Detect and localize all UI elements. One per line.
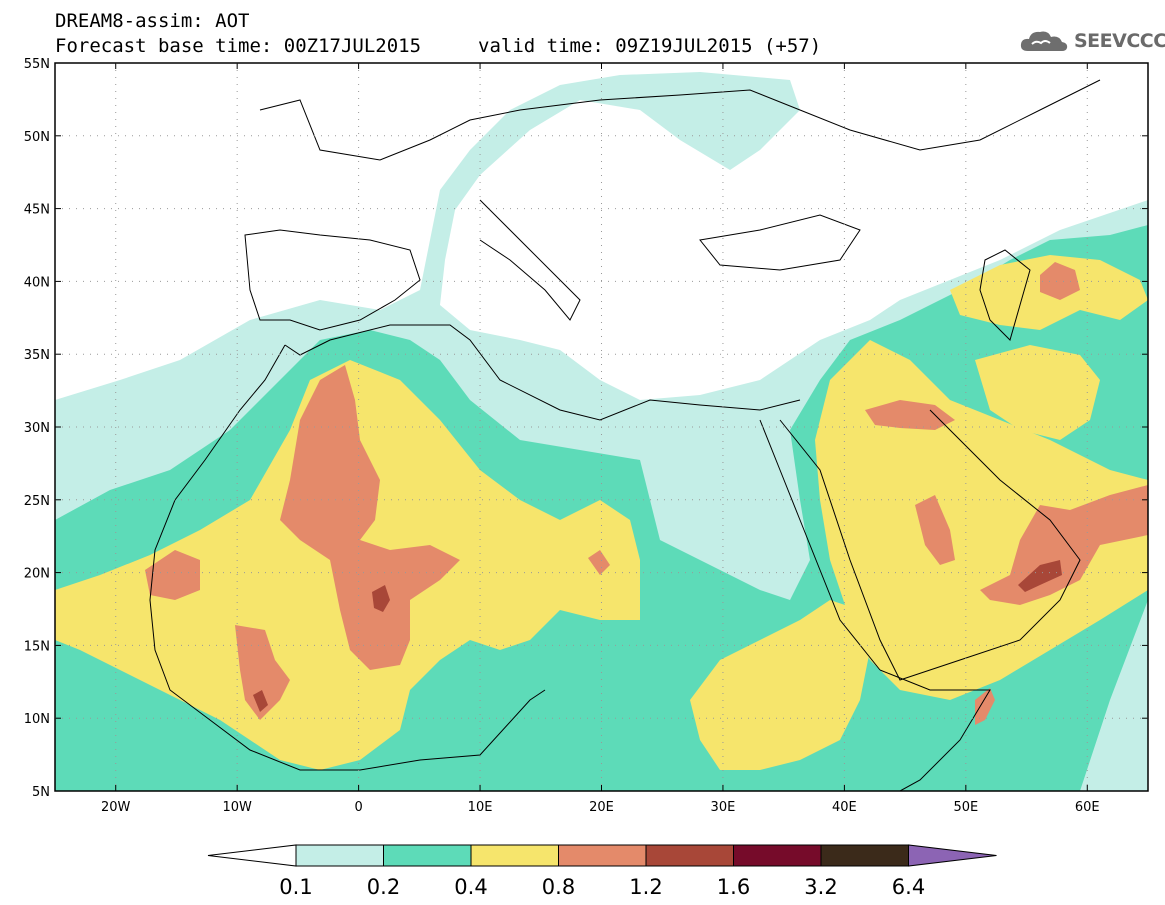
colorbar-swatch <box>645 844 734 867</box>
west-africa-coast <box>149 344 546 771</box>
lat-tick-label: 35N <box>24 348 50 363</box>
arabia-coast <box>779 409 1081 681</box>
cloud-icon <box>1020 31 1068 51</box>
italy-coast <box>479 199 581 321</box>
colorbar-swatch <box>383 844 472 867</box>
valid-time: valid time: 09Z19JUL2015 (+57) <box>478 35 822 57</box>
colorbar-swatch <box>295 844 384 867</box>
colorbar-label: 0.1 <box>279 875 312 899</box>
colorbar-under-arrow <box>207 844 297 867</box>
aot-band-0.8-oman <box>980 485 1148 605</box>
aot-band-0.8-iraq <box>865 400 955 430</box>
lon-tick-label: 10E <box>468 800 493 815</box>
lat-tick-label: 40N <box>24 275 50 290</box>
aot-band-0.8-mauritania <box>145 550 200 600</box>
colorbar-over-arrow <box>908 844 997 867</box>
lon-tick-label: 40E <box>832 800 857 815</box>
lat-tick-label: 20N <box>24 567 50 582</box>
red-sea-coast <box>759 419 881 671</box>
lat-tick-label: 50N <box>24 130 50 145</box>
aot-band-0.4-east-africa <box>690 600 870 770</box>
colorbar-label: 3.2 <box>804 875 837 899</box>
aot-band-0.8-somalia <box>975 688 995 725</box>
lat-tick-label: 55N <box>24 57 50 72</box>
colorbar-swatch <box>470 844 559 867</box>
north-africa-coast <box>284 324 801 421</box>
lat-tick-label: 5N <box>32 785 50 800</box>
axis-ticks: 5N 10N 15N 20N 25N 30N 35N 40N 45N 50N 55N 20W 10W 0 1… <box>24 57 1148 815</box>
lon-tick-label: 30E <box>711 800 736 815</box>
colorbar-label: 0.8 <box>542 875 575 899</box>
lon-tick-label: 20W <box>101 800 131 815</box>
logo-text: SEEVCCC <box>1074 30 1165 52</box>
aot-band-1.2-oman <box>1018 560 1062 592</box>
horn-of-africa-coast <box>879 669 991 791</box>
lat-tick-label: 30N <box>24 421 50 436</box>
lon-tick-label: 10W <box>222 800 252 815</box>
colorbar-swatch <box>820 844 909 867</box>
colorbar: 0.1 0.2 0.4 0.8 1.2 1.6 3.2 6.4 <box>207 844 997 899</box>
lat-tick-label: 10N <box>24 712 50 727</box>
aot-band-0.4-arabia <box>815 340 1148 700</box>
coastlines <box>149 79 1101 791</box>
colorbar-swatch <box>558 844 647 867</box>
lat-tick-label: 45N <box>24 203 50 218</box>
lat-tick-label: 25N <box>24 494 50 509</box>
lon-tick-label: 50E <box>953 800 978 815</box>
colorbar-label: 1.6 <box>717 875 750 899</box>
aot-band-0.8-sahara <box>280 365 460 670</box>
iberia-coast <box>244 229 421 331</box>
lon-tick-label: 0 <box>354 800 362 815</box>
aot-band-0.8-mali <box>235 625 290 720</box>
black-sea-coast <box>699 214 861 271</box>
map-title: DREAM8-assim: AOT <box>55 10 250 32</box>
gridlines <box>55 63 1148 791</box>
aot-band-0.8-chad <box>588 550 610 575</box>
lat-tick-label: 15N <box>24 639 50 654</box>
caspian-coast <box>979 249 1031 341</box>
colorbar-label: 0.2 <box>367 875 400 899</box>
seevccc-logo: SEEVCCC <box>1018 27 1165 55</box>
colorbar-label: 6.4 <box>892 875 925 899</box>
colorbar-swatch <box>733 844 822 867</box>
aot-band-0.4-iran <box>975 345 1100 440</box>
lon-tick-label: 60E <box>1075 800 1100 815</box>
aot-band-1.2-niger <box>372 585 390 612</box>
aot-band-0.8-saudi <box>915 495 955 565</box>
base-time: Forecast base time: 00Z17JUL2015 <box>55 35 422 57</box>
europe-coast <box>259 79 1101 161</box>
aot-band-0.8-caspian <box>1040 262 1080 300</box>
colorbar-label: 1.2 <box>629 875 662 899</box>
aot-field <box>55 72 1148 791</box>
lon-tick-label: 20E <box>589 800 614 815</box>
colorbar-label: 0.4 <box>454 875 487 899</box>
aot-band-1.2-mali <box>253 690 268 712</box>
